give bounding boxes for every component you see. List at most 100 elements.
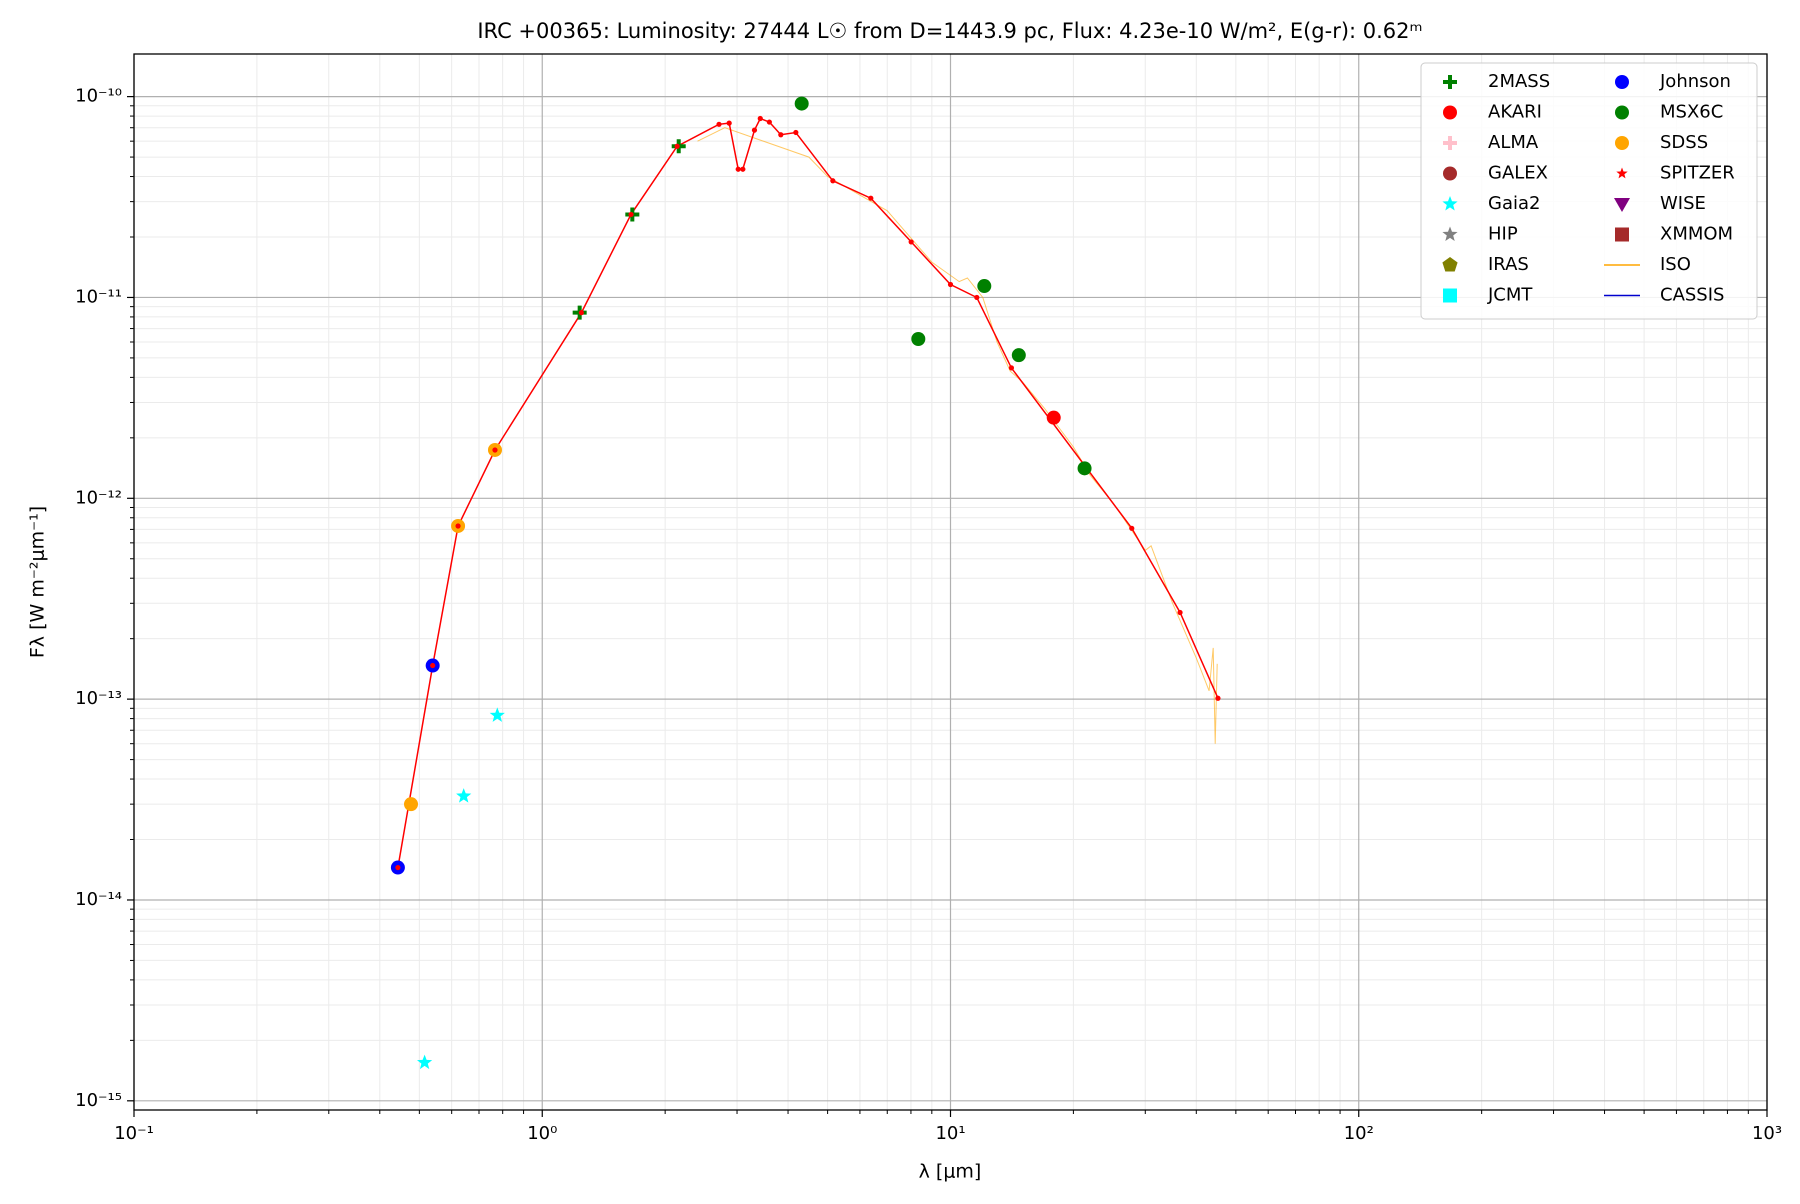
x-tick-label: 10³ xyxy=(1752,1123,1782,1144)
model-point xyxy=(740,166,746,172)
x-tick-label: 10⁰ xyxy=(527,1123,557,1144)
marker xyxy=(1442,226,1458,241)
marker xyxy=(977,279,992,294)
legend-item: ALMA xyxy=(1443,132,1539,153)
legend-item: GALEX xyxy=(1443,163,1548,184)
model-point xyxy=(395,864,401,871)
model-point xyxy=(1177,609,1183,616)
marker xyxy=(1615,227,1629,242)
legend-item: SPITZER xyxy=(1616,163,1735,184)
plot-area xyxy=(390,96,1221,1070)
legend-box xyxy=(1420,62,1758,320)
plot-frame xyxy=(133,53,1768,1111)
legend-label: SDSS xyxy=(1660,132,1708,153)
x-tick-label: 10¹ xyxy=(935,1123,965,1144)
plus-shape xyxy=(1443,75,1457,89)
y-tick-label: 10⁻¹¹ xyxy=(75,286,122,307)
y-tick-label: 10⁻¹⁵ xyxy=(75,1090,122,1111)
model-point xyxy=(830,178,836,184)
marker xyxy=(417,1054,433,1070)
legend-label: IRAS xyxy=(1488,254,1529,275)
legend-item: SDSS xyxy=(1615,132,1708,153)
marker xyxy=(1011,348,1026,363)
legend-label: Johnson xyxy=(1659,71,1731,92)
marker xyxy=(1615,105,1629,120)
legend-label: HIP xyxy=(1488,224,1518,245)
legend-item: Gaia2 xyxy=(1442,193,1540,214)
legend-label: AKARI xyxy=(1488,102,1542,123)
legend-item: IRAS xyxy=(1442,254,1529,275)
y-tick-label: 10⁻¹³ xyxy=(75,688,122,709)
legend-label: 2MASS xyxy=(1488,71,1550,92)
marker xyxy=(489,707,505,722)
legend-item: AKARI xyxy=(1443,102,1542,123)
model-point xyxy=(735,166,741,172)
model-point xyxy=(628,211,634,218)
model-point xyxy=(757,115,763,122)
marker xyxy=(1046,410,1061,425)
model-point xyxy=(793,129,799,136)
model-point xyxy=(908,239,914,245)
model-point xyxy=(674,143,680,149)
legend-item: 2MASS xyxy=(1443,71,1550,92)
legend-label: MSX6C xyxy=(1660,102,1723,123)
y-axis-label: Fλ [W m⁻²μm⁻¹] xyxy=(27,506,49,658)
model-point xyxy=(492,447,498,453)
model-point xyxy=(868,195,874,201)
marker xyxy=(794,96,809,111)
legend-item: Johnson xyxy=(1615,71,1731,92)
model-point xyxy=(716,121,722,127)
legend-item: HIP xyxy=(1442,224,1518,245)
marker xyxy=(1615,75,1629,89)
legend-item: ISO xyxy=(1604,254,1691,275)
model-point xyxy=(947,281,954,288)
marker xyxy=(1442,196,1458,211)
model-point xyxy=(778,132,784,138)
marker xyxy=(1615,136,1629,150)
marker xyxy=(1443,75,1457,89)
marker xyxy=(1442,257,1458,272)
model-point xyxy=(726,120,732,126)
x-tick-label: 10² xyxy=(1344,1123,1374,1144)
legend-label: WISE xyxy=(1660,193,1706,214)
legend-label: XMMOM xyxy=(1660,224,1733,245)
model-point xyxy=(455,523,461,529)
marker xyxy=(1443,166,1457,181)
marker xyxy=(1614,198,1630,212)
model-point xyxy=(1215,695,1221,701)
marker xyxy=(1616,167,1628,179)
legend-label: ISO xyxy=(1660,254,1691,275)
y-tick-label: 10⁻¹² xyxy=(75,487,122,508)
legend-label: Gaia2 xyxy=(1488,193,1540,214)
marker xyxy=(1443,105,1457,120)
legend-label: GALEX xyxy=(1488,163,1548,184)
legend-item: MSX6C xyxy=(1615,102,1723,123)
model-point xyxy=(1129,525,1135,531)
legend-item: XMMOM xyxy=(1615,224,1733,245)
marker xyxy=(911,332,926,347)
y-tick-label: 10⁻¹⁴ xyxy=(75,889,122,910)
marker xyxy=(1077,461,1092,476)
marker xyxy=(1443,288,1457,303)
model-point xyxy=(578,310,584,316)
x-tick-label: 10⁻¹ xyxy=(114,1123,154,1144)
legend-label: SPITZER xyxy=(1660,163,1735,184)
legend-label: CASSIS xyxy=(1660,285,1724,306)
model-point xyxy=(751,127,758,133)
marker xyxy=(404,797,419,812)
model-point xyxy=(430,662,436,669)
model-point xyxy=(1008,365,1015,371)
legend-label: JCMT xyxy=(1487,285,1533,306)
marker xyxy=(1443,136,1457,150)
plus-shape xyxy=(1443,136,1457,150)
legend-label: ALMA xyxy=(1488,132,1539,153)
legend-item: WISE xyxy=(1614,193,1706,214)
model-point xyxy=(766,119,772,125)
y-tick-label: 10⁻¹⁰ xyxy=(75,86,122,107)
chart-title: IRC +00365: Luminosity: 27444 L☉ from D=… xyxy=(477,19,1422,43)
x-axis-label: λ [μm] xyxy=(919,1161,982,1183)
model-point xyxy=(974,294,980,301)
legend: 2MASS AKARI ALMA GALEX Gaia2 HIP IRAS JCMT Johns… xyxy=(1420,62,1758,320)
